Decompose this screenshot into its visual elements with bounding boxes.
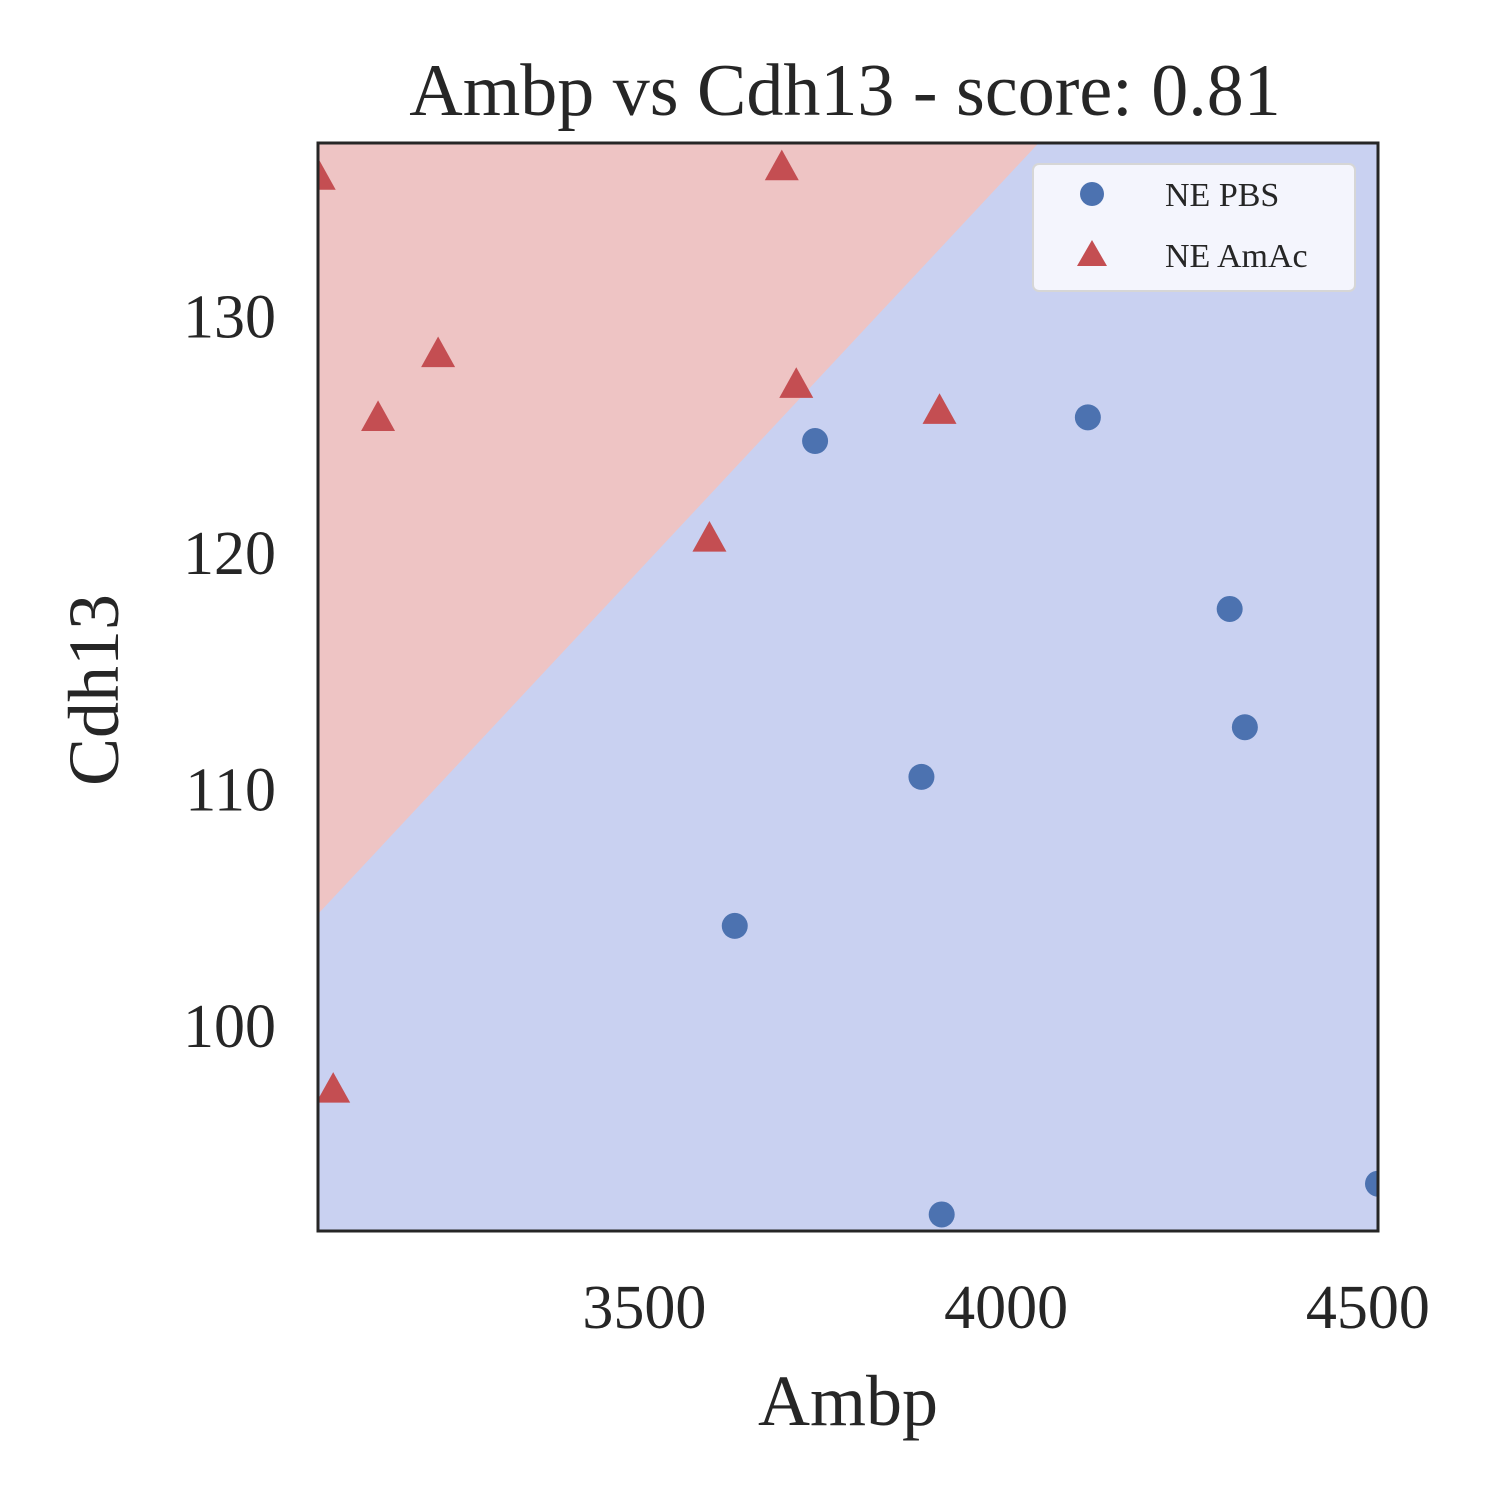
x-tick-label-3500: 3500: [582, 1274, 706, 1342]
x-axis-label: Ambp: [758, 1361, 938, 1441]
y-tick-label-120: 120: [183, 520, 276, 588]
legend-label-ne-pbs: NE PBS: [1165, 177, 1279, 214]
tick-labels: 3500 4000 4500 100 110 120 130: [183, 284, 1430, 1342]
legend-marker-ne-pbs: [1080, 182, 1104, 206]
point-ne-amac-0: [318, 159, 336, 190]
point-ne-pbs-6: [928, 1201, 955, 1228]
legend-marker-ne-amac: [1077, 240, 1107, 266]
x-tick-label-4000: 4000: [944, 1274, 1068, 1342]
legend-label-ne-amac: NE AmAc: [1165, 238, 1308, 275]
plot-frame: [316, 141, 1380, 1233]
point-ne-pbs-1: [1074, 404, 1101, 431]
point-ne-pbs-0: [802, 428, 829, 455]
point-ne-amac-5: [922, 393, 957, 424]
point-ne-amac-2: [421, 336, 456, 368]
decision-regions: [318, 143, 1378, 1231]
data-points: [318, 149, 1378, 1228]
legend-box: [1032, 163, 1356, 292]
point-ne-pbs-4: [908, 763, 935, 790]
x-tick-label-4500: 4500: [1306, 1274, 1430, 1342]
y-axis-label: Cdh13: [54, 594, 134, 786]
point-ne-pbs-5: [721, 912, 748, 939]
point-ne-amac-7: [318, 1072, 351, 1103]
point-ne-pbs-2: [1216, 595, 1243, 622]
point-ne-amac-1: [764, 149, 799, 181]
point-ne-pbs-3: [1231, 714, 1258, 741]
chart-title: Ambp vs Cdh13 - score: 0.81: [409, 50, 1281, 132]
y-tick-label-130: 130: [183, 284, 276, 352]
point-ne-amac-3: [361, 400, 396, 431]
y-tick-label-100: 100: [183, 993, 276, 1061]
y-tick-label-110: 110: [185, 757, 276, 825]
point-ne-amac-6: [692, 520, 727, 552]
region-ne-amac: [318, 143, 1039, 915]
point-ne-amac-4: [779, 367, 814, 398]
point-ne-pbs-7: [1365, 1170, 1378, 1197]
legend: NE PBS NE AmAc: [1032, 163, 1356, 292]
